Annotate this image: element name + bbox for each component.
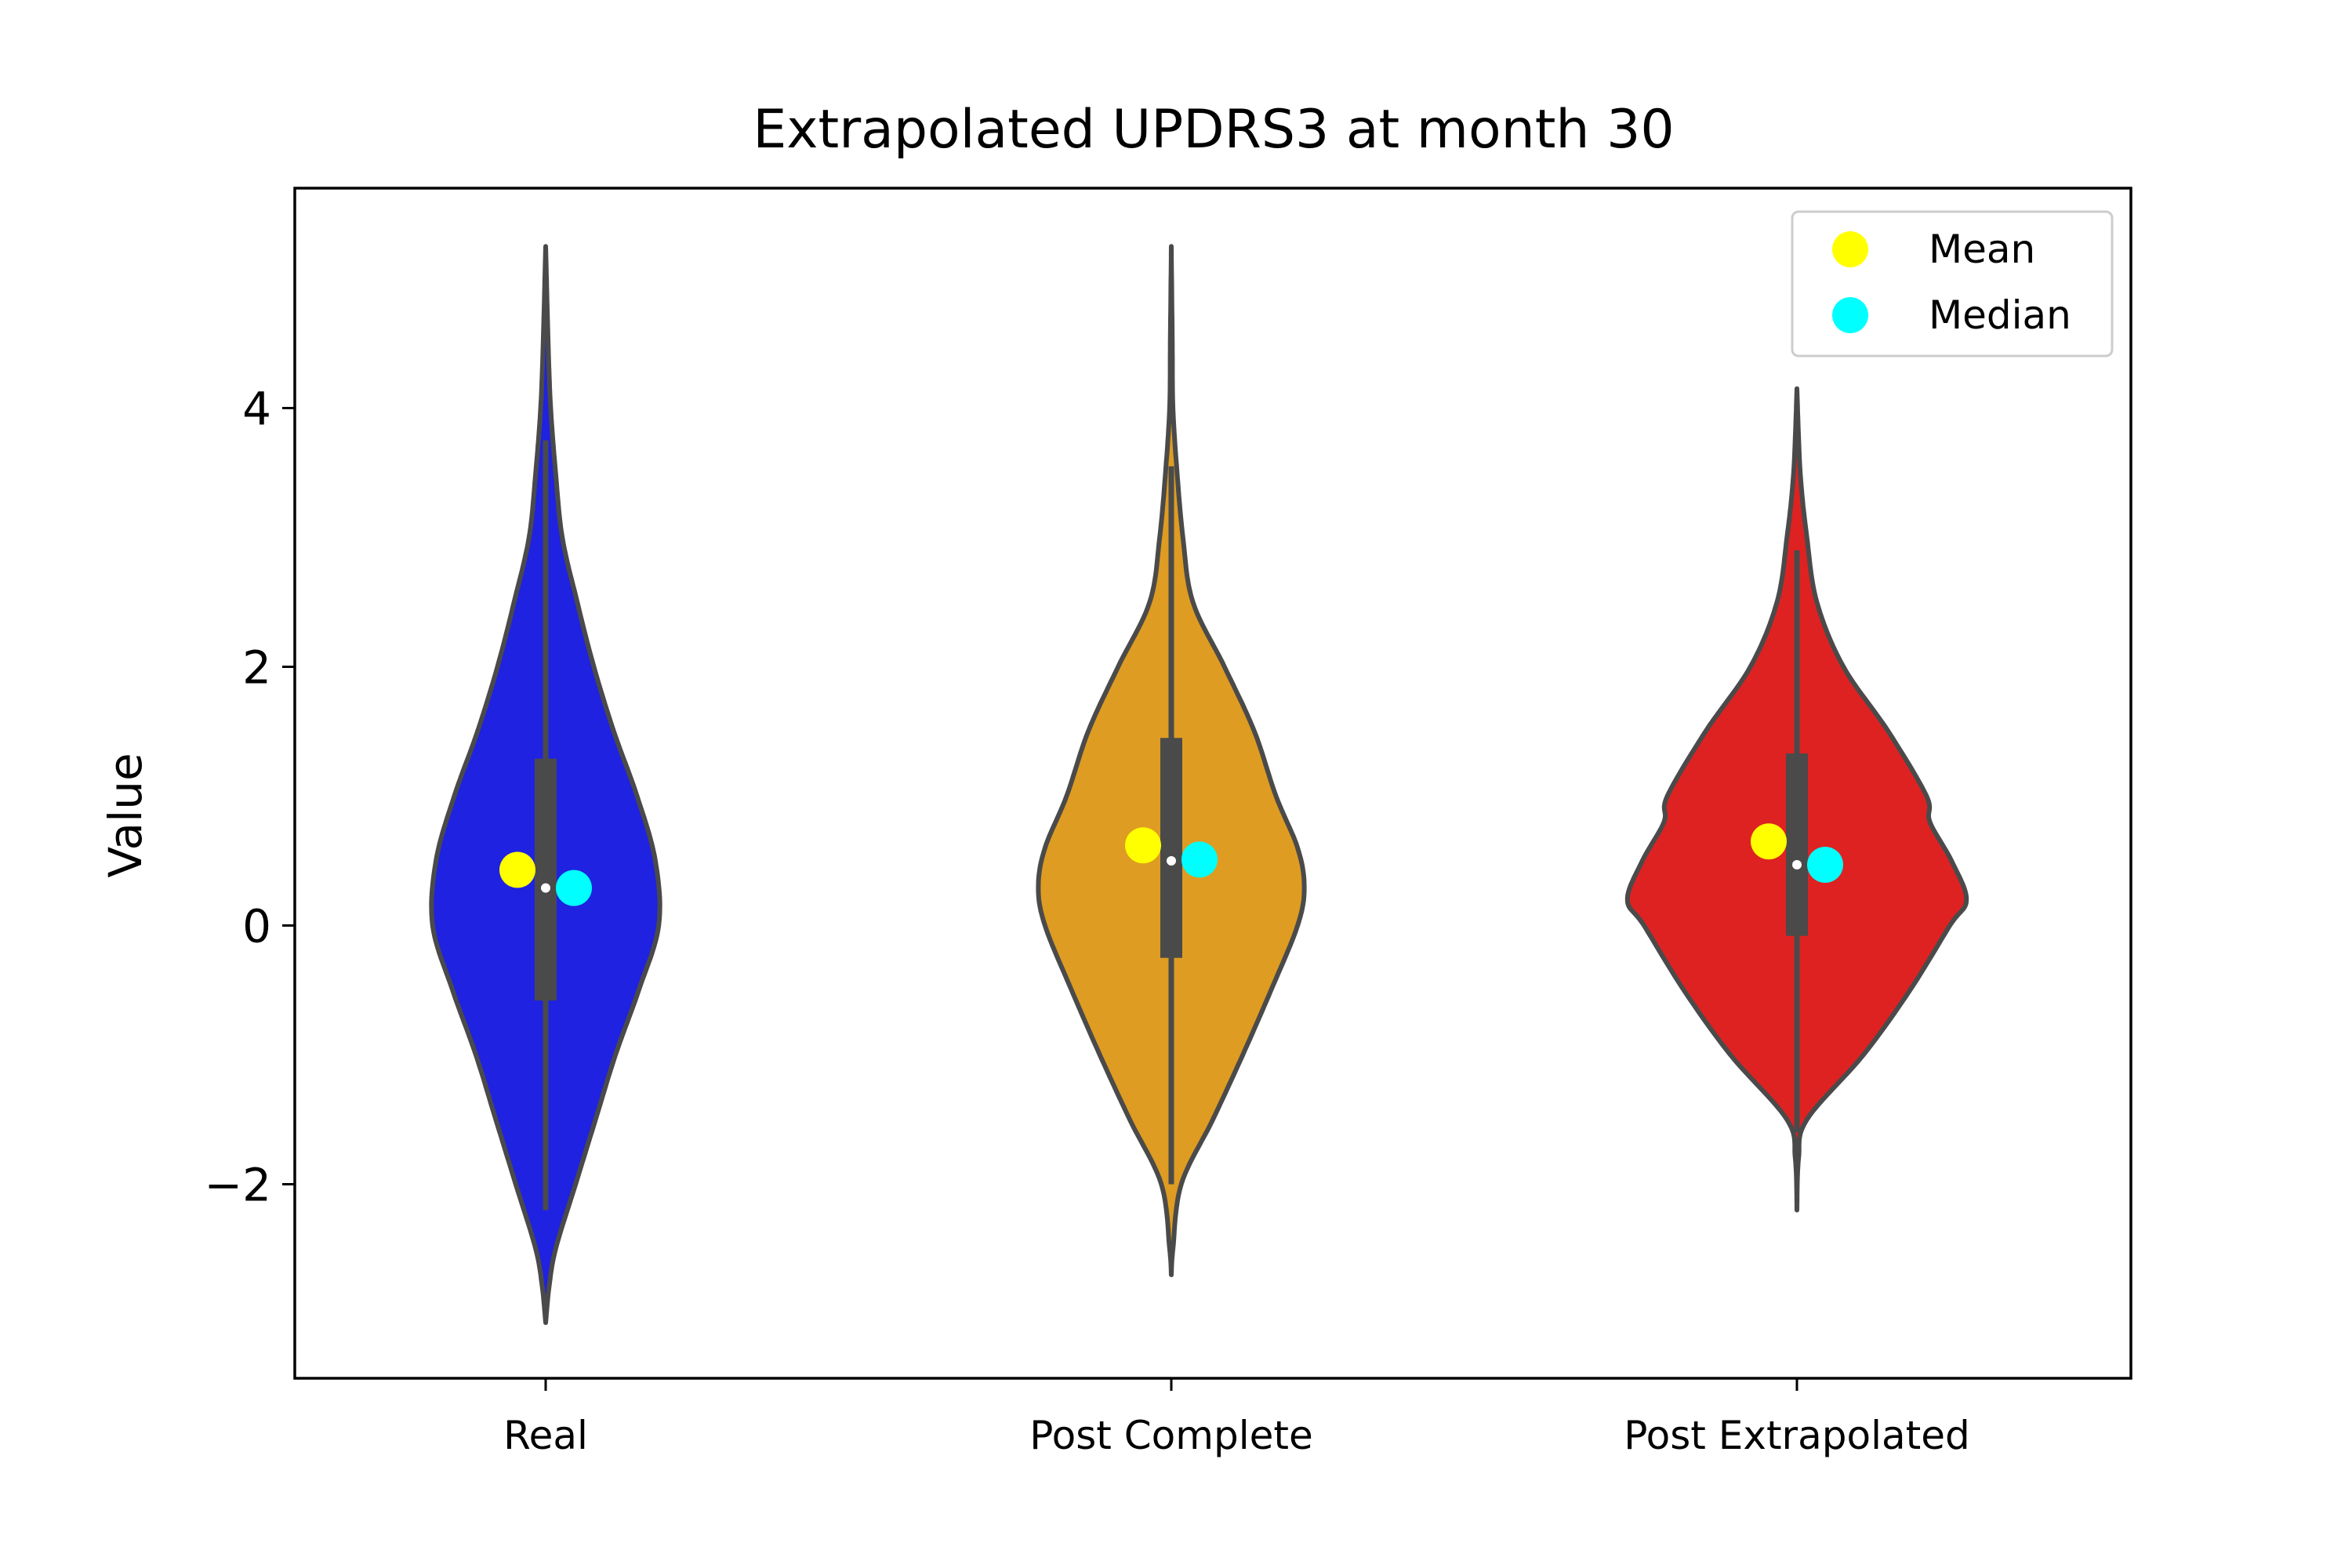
median-legend-marker [1832, 297, 1868, 333]
median-marker [1807, 846, 1843, 883]
x-tick-label: Post Extrapolated [1624, 1413, 1969, 1458]
iqr-box [1786, 753, 1808, 936]
axes: Real Post Complete Post Extrapolated −2 0 2 4 [205, 187, 2132, 1458]
box-median-dot [1792, 859, 1802, 869]
y-tick-label: −2 [205, 1159, 272, 1212]
legend-box [1791, 210, 2114, 358]
axes-frame [293, 187, 2132, 1380]
y-tick-label: 4 [242, 383, 271, 436]
y-tick-label: 0 [242, 900, 271, 953]
violin-post-complete [1036, 244, 1307, 1277]
mean-legend-label: Mean [1929, 227, 2035, 272]
x-tick-label: Real [503, 1413, 588, 1458]
box-median-dot [541, 883, 550, 893]
y-tick-label: 2 [242, 641, 271, 695]
median-legend-label: Median [1929, 292, 2071, 338]
violin-real [429, 244, 662, 1325]
mean-legend-marker [1832, 231, 1868, 267]
plot-area [429, 244, 1969, 1325]
median-marker [556, 869, 592, 906]
legend: Mean Median [1791, 210, 2114, 358]
x-tick-label: Post Complete [1029, 1413, 1312, 1458]
box-median-dot [1167, 856, 1176, 866]
chart-title: Extrapolated UPDRS3 at month 30 [753, 99, 1674, 161]
median-marker [1181, 841, 1218, 878]
iqr-box [535, 758, 557, 1001]
mean-marker [1751, 823, 1787, 860]
mean-marker [499, 851, 535, 888]
iqr-box [1160, 738, 1182, 958]
y-axis-label: Value [99, 753, 152, 877]
violin-post-extrapolated [1624, 386, 1969, 1213]
mean-marker [1125, 827, 1161, 864]
